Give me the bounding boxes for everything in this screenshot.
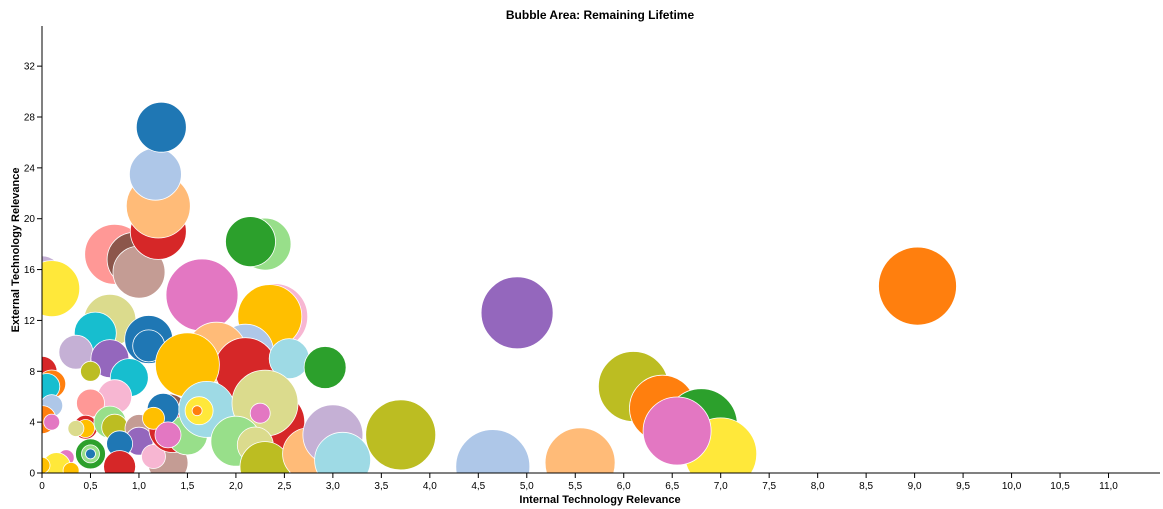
x-tick-label: 6,0 — [617, 481, 631, 492]
y-tick-label: 12 — [24, 316, 36, 327]
bubble-point-53 — [141, 444, 166, 469]
x-tick-label: 5,0 — [520, 481, 534, 492]
x-tick-label: 0 — [39, 481, 45, 492]
x-tick-label: 2,0 — [229, 481, 243, 492]
x-tick-label: 6,5 — [665, 481, 679, 492]
bubble-point-35 — [43, 413, 61, 431]
x-tick-label: 1,0 — [132, 481, 146, 492]
x-tick-label: 0,5 — [84, 481, 98, 492]
bubble-layer — [42, 101, 957, 473]
x-tick-label: 8,5 — [859, 481, 873, 492]
bubble-point-59 — [154, 421, 182, 449]
y-tick-label: 4 — [29, 418, 35, 429]
x-tick-label: 4,5 — [471, 481, 485, 492]
axes: 0 0,5 1,0 1,5 2,0 2,5 3,0 3,5 4,0 4,5 5,0 5,5 6,0 6,5… — [24, 26, 1160, 492]
y-tick-label: 32 — [24, 62, 36, 73]
bubble-point-49 — [62, 462, 80, 473]
bubble-point-74 — [455, 429, 531, 473]
x-tick-label: 4,0 — [423, 481, 437, 492]
bubble-point-62 — [191, 405, 203, 417]
bubble-point-83 — [878, 246, 957, 326]
x-tick-label: 7,5 — [762, 481, 776, 492]
bubble-point-1 — [42, 260, 81, 317]
chart-title: Bubble Area: Remaining Lifetime — [506, 8, 695, 22]
x-tick-label: 3,5 — [374, 481, 388, 492]
x-tick-label: 11,0 — [1099, 481, 1118, 492]
bubble-point-65 — [249, 402, 271, 424]
y-tick-label: 0 — [29, 469, 35, 480]
bubble-point-10 — [225, 216, 276, 268]
x-axis-title: Internal Technology Relevance — [519, 494, 680, 506]
y-tick-label: 24 — [24, 163, 36, 174]
x-tick-label: 7,0 — [714, 481, 728, 492]
x-tick-label: 3,0 — [326, 481, 340, 492]
bubble-point-38 — [67, 420, 85, 437]
y-tick-label: 16 — [24, 265, 36, 276]
x-tick-label: 9,0 — [908, 481, 922, 492]
bubble-point-46 — [85, 448, 96, 460]
bubble-point-82 — [642, 396, 712, 466]
y-tick-label: 8 — [29, 367, 35, 378]
y-axis-title: External Technology Relevance — [10, 168, 22, 333]
x-tick-label: 8,0 — [811, 481, 825, 492]
bubble-point-76 — [544, 427, 616, 473]
x-tick-label: 10,0 — [1002, 481, 1022, 492]
x-tick-label: 5,5 — [568, 481, 582, 492]
x-tick-label: 2,5 — [277, 481, 291, 492]
x-tick-label: 10,5 — [1050, 481, 1070, 492]
bubble-point-75 — [480, 276, 554, 350]
x-tick-label: 9,5 — [956, 481, 970, 492]
bubble-point-73 — [365, 399, 437, 471]
bubble-point-58 — [142, 406, 165, 430]
bubble-point-29 — [80, 360, 101, 382]
y-tick-label: 20 — [24, 214, 36, 225]
bubble-point-51 — [103, 450, 136, 473]
bubble-point-11 — [165, 258, 239, 332]
x-tick-label: 1,5 — [180, 481, 194, 492]
bubble-point-7 — [128, 147, 182, 201]
y-tick-label: 28 — [24, 113, 36, 124]
bubble-point-18 — [303, 346, 347, 389]
bubble-point-8 — [135, 101, 187, 153]
bubble-point-72 — [314, 431, 371, 473]
bubble-point-50 — [42, 457, 51, 473]
